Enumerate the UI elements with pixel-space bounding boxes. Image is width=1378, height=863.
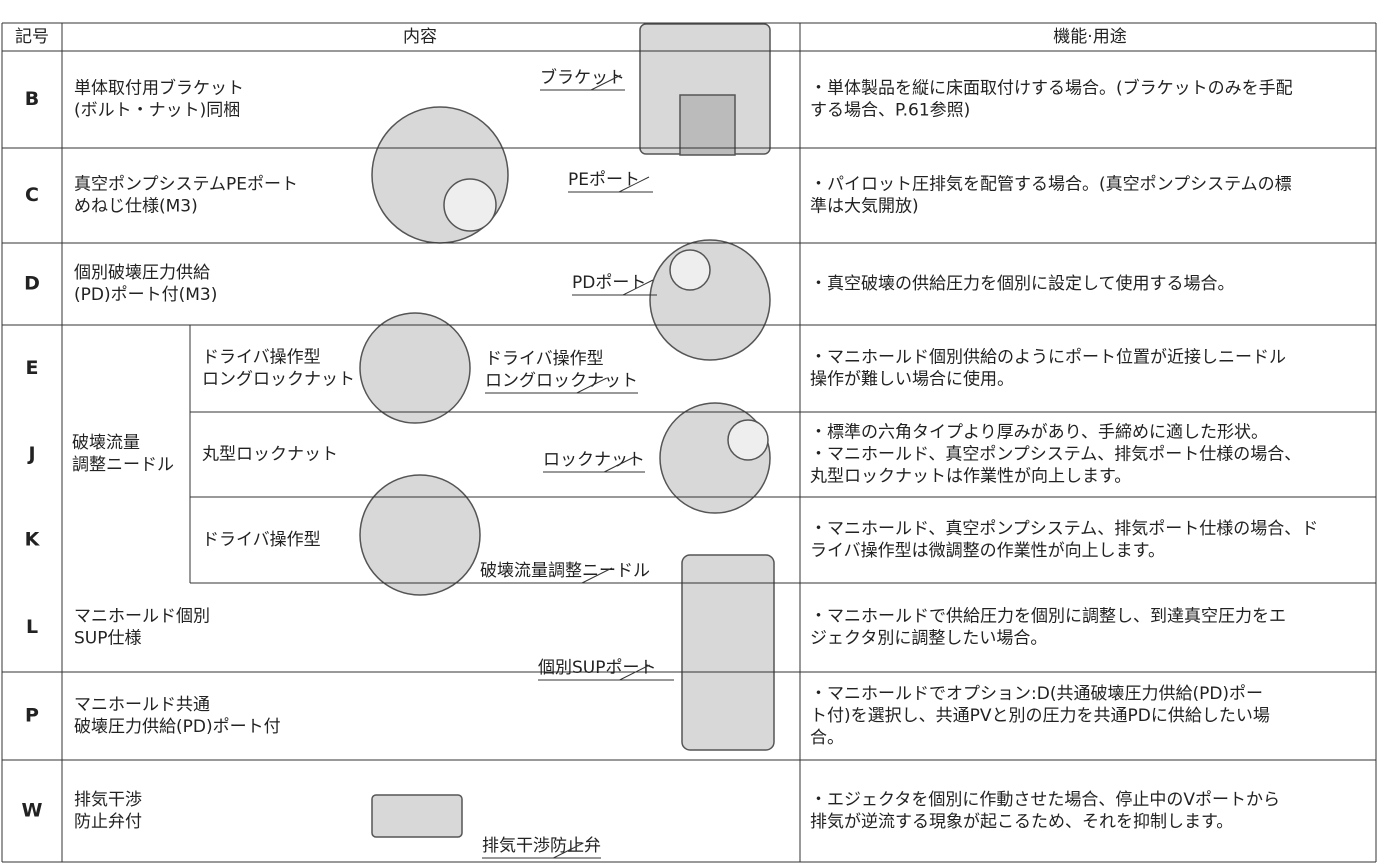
bracket-plate xyxy=(679,94,736,156)
row-function: 合。 xyxy=(810,728,844,748)
row-function: ・パイロット圧排気を配管する場合。(真空ポンプシステムの標 xyxy=(810,175,1292,195)
row-content: 単体取付用ブラケット xyxy=(74,78,244,99)
row-function: ・マニホールドで供給圧力を個別に調整し、到達真空圧力をエ xyxy=(810,607,1286,627)
row-function: ・単体製品を縦に床面取付けする場合。(ブラケットのみを手配 xyxy=(810,78,1293,99)
row-function: ・マニホールド個別供給のようにポート位置が近接しニードル xyxy=(810,348,1286,368)
row-function: ライバ操作型は微調整の作業性が向上します。 xyxy=(810,541,1165,561)
row-code: E xyxy=(26,357,39,379)
row-code: W xyxy=(22,800,43,822)
check-valve-image xyxy=(371,794,463,838)
row-content: ロングロックナット xyxy=(202,370,355,390)
row-content: 真空ポンプシステムPEポート xyxy=(74,175,298,195)
border xyxy=(553,842,584,859)
row-function: ・マニホールド、真空ポンプシステム、排気ポート仕様の場合、ド xyxy=(810,519,1318,539)
header-function: 機能·用途 xyxy=(1053,27,1126,47)
row-content: ドライバ操作型 xyxy=(202,348,321,368)
row-code: J xyxy=(26,443,35,465)
row-content: マニホールド個別 xyxy=(74,607,210,627)
border xyxy=(618,176,650,193)
row-function: 準は大気開放) xyxy=(810,197,919,217)
row-function: ・エジェクタを個別に作動させた場合、停止中のVポートから xyxy=(810,790,1280,810)
border xyxy=(576,377,608,394)
callout-label: ドライバ操作型 xyxy=(485,349,604,369)
pd-port-fitting xyxy=(669,249,711,291)
pd-port-image xyxy=(649,239,771,361)
row-content: 個別破壊圧力供給 xyxy=(74,263,210,283)
row-content: (ボルト・ナット)同梱 xyxy=(74,101,240,121)
callout-label: 排気干渉防止弁 xyxy=(482,836,601,856)
row-content: ドライバ操作型 xyxy=(202,530,321,550)
callout-label: 個別SUPポート xyxy=(538,658,657,678)
row-function: ト付)を選択し、共通PVと別の圧力を共通PDに供給したい場 xyxy=(810,706,1270,726)
row-code: K xyxy=(25,529,41,551)
group-label: 調整ニードル xyxy=(72,455,174,475)
row-code: B xyxy=(25,88,39,110)
callout-label: 破壊流量調整ニードル xyxy=(480,561,650,581)
row-function: ジェクタ別に調整したい場合。 xyxy=(810,629,1047,649)
row-content: SUP仕様 xyxy=(74,629,142,649)
row-function: ・真空破壊の供給圧力を個別に設定して使用する場合。 xyxy=(810,273,1235,294)
callout-label: ブラケット xyxy=(540,67,625,88)
locknut-fitting xyxy=(727,419,769,461)
row-function: する場合、P.61参照) xyxy=(810,101,970,121)
row-code: C xyxy=(25,184,39,206)
row-function: 排気が逆流する現象が起こるため、それを抑制します。 xyxy=(810,812,1233,832)
border xyxy=(581,567,613,584)
callout-label: PDポート xyxy=(572,273,646,293)
row-function: ・マニホールドでオプション:D(共通破壊圧力供給(PD)ポー xyxy=(810,684,1263,704)
border xyxy=(622,279,654,296)
row-code: L xyxy=(26,616,38,638)
group-label: 破壊流量 xyxy=(72,433,140,453)
row-function: 丸型ロックナットは作業性が向上します。 xyxy=(810,467,1131,487)
callout-label: PEポート xyxy=(568,170,640,190)
row-content: 排気干渉 xyxy=(74,790,142,810)
border xyxy=(603,456,635,473)
row-content: (PD)ポート付(M3) xyxy=(74,285,217,305)
needle-driver-image xyxy=(359,474,481,596)
header-code: 記号 xyxy=(15,27,49,47)
row-content: 丸型ロックナット xyxy=(202,445,338,465)
border xyxy=(590,74,622,91)
illustrations xyxy=(359,23,775,838)
needle-long-image xyxy=(359,312,471,424)
row-code: D xyxy=(24,273,40,295)
border xyxy=(619,664,650,681)
row-content: マニホールド共通 xyxy=(74,695,210,715)
callout-label: ロックナット xyxy=(543,450,645,470)
header-content: 内容 xyxy=(403,27,437,47)
row-content: 破壊圧力供給(PD)ポート付 xyxy=(74,717,281,737)
sup-image xyxy=(681,554,775,751)
row-function: 操作が難しい場合に使用。 xyxy=(810,369,1014,390)
row-content: 防止弁付 xyxy=(74,812,142,832)
pe-port-fitting xyxy=(443,178,497,232)
row-code: P xyxy=(25,705,39,727)
row-function: ・標準の六角タイプより厚みがあり、手締めに適した形状。 xyxy=(810,423,1268,443)
row-content: めねじ仕様(M3) xyxy=(74,197,198,217)
callout-label: ロングロックナット xyxy=(485,371,638,391)
row-function: ・マニホールド、真空ポンプシステム、排気ポート仕様の場合、 xyxy=(810,445,1301,465)
